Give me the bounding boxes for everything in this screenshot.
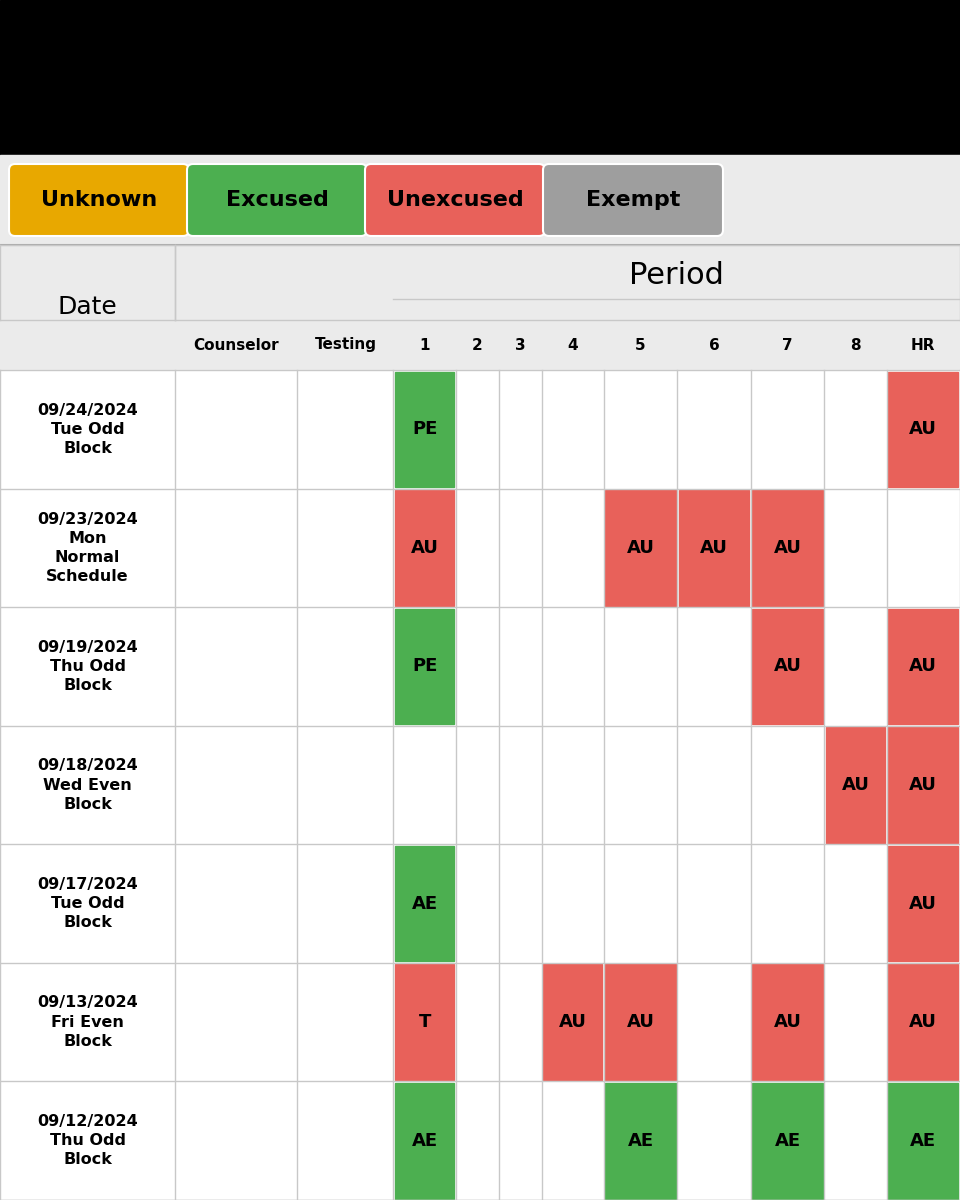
Bar bbox=[888, 372, 958, 487]
Text: 09/17/2024
Tue Odd
Block: 09/17/2024 Tue Odd Block bbox=[37, 877, 138, 930]
Text: AU: AU bbox=[559, 1013, 587, 1031]
Bar bbox=[753, 608, 823, 725]
Bar bbox=[888, 846, 958, 961]
Text: 09/23/2024
Mon
Normal
Schedule: 09/23/2024 Mon Normal Schedule bbox=[37, 511, 138, 584]
Bar bbox=[753, 490, 823, 606]
Text: T: T bbox=[419, 1013, 431, 1031]
Text: PE: PE bbox=[412, 420, 438, 438]
Bar bbox=[753, 1082, 823, 1199]
Bar bbox=[679, 490, 750, 606]
Text: Unexcused: Unexcused bbox=[387, 190, 523, 210]
Bar bbox=[0, 488, 960, 607]
Bar bbox=[888, 965, 958, 1080]
Bar bbox=[888, 608, 958, 725]
Bar bbox=[0, 245, 960, 320]
Text: AU: AU bbox=[909, 420, 937, 438]
Text: 09/19/2024
Thu Odd
Block: 09/19/2024 Thu Odd Block bbox=[37, 640, 138, 694]
Text: AE: AE bbox=[412, 1132, 438, 1150]
Text: 4: 4 bbox=[567, 337, 578, 353]
Bar bbox=[888, 727, 958, 842]
Text: 09/24/2024
Tue Odd
Block: 09/24/2024 Tue Odd Block bbox=[37, 402, 138, 456]
Bar bbox=[543, 965, 602, 1080]
Text: AE: AE bbox=[412, 894, 438, 912]
Bar bbox=[395, 1082, 454, 1199]
Text: Unknown: Unknown bbox=[41, 190, 157, 210]
Text: 6: 6 bbox=[708, 337, 719, 353]
Text: AU: AU bbox=[700, 539, 728, 557]
Bar bbox=[395, 608, 454, 725]
Bar bbox=[606, 1082, 676, 1199]
Text: AU: AU bbox=[774, 1013, 802, 1031]
Text: 3: 3 bbox=[515, 337, 525, 353]
Text: AU: AU bbox=[909, 658, 937, 676]
Bar bbox=[0, 1081, 960, 1200]
Bar bbox=[0, 0, 960, 155]
Bar bbox=[606, 490, 676, 606]
Text: AU: AU bbox=[774, 658, 802, 676]
Text: Period: Period bbox=[630, 260, 724, 289]
Text: AU: AU bbox=[909, 776, 937, 794]
Bar bbox=[753, 965, 823, 1080]
Bar bbox=[888, 1082, 958, 1199]
Bar bbox=[0, 370, 960, 488]
Text: HR: HR bbox=[911, 337, 935, 353]
Bar bbox=[395, 965, 454, 1080]
Text: AU: AU bbox=[411, 539, 439, 557]
Text: 1: 1 bbox=[420, 337, 430, 353]
FancyBboxPatch shape bbox=[365, 164, 545, 236]
Text: AU: AU bbox=[909, 894, 937, 912]
Bar bbox=[0, 245, 960, 1200]
Text: 09/18/2024
Wed Even
Block: 09/18/2024 Wed Even Block bbox=[37, 758, 138, 811]
Text: AE: AE bbox=[628, 1132, 654, 1150]
Bar bbox=[0, 962, 960, 1081]
Text: AE: AE bbox=[775, 1132, 801, 1150]
Text: Exempt: Exempt bbox=[586, 190, 681, 210]
Text: AE: AE bbox=[910, 1132, 936, 1150]
Text: 5: 5 bbox=[636, 337, 646, 353]
Text: PE: PE bbox=[412, 658, 438, 676]
FancyBboxPatch shape bbox=[543, 164, 723, 236]
Bar bbox=[395, 490, 454, 606]
Bar bbox=[606, 965, 676, 1080]
Text: AU: AU bbox=[774, 539, 802, 557]
Bar bbox=[826, 727, 885, 842]
Bar bbox=[0, 845, 960, 962]
Text: 2: 2 bbox=[471, 337, 483, 353]
Text: AU: AU bbox=[627, 539, 655, 557]
Text: Date: Date bbox=[58, 295, 117, 319]
Bar bbox=[0, 726, 960, 845]
Text: 7: 7 bbox=[782, 337, 793, 353]
Bar bbox=[0, 155, 960, 245]
FancyBboxPatch shape bbox=[9, 164, 189, 236]
FancyBboxPatch shape bbox=[187, 164, 367, 236]
Text: AU: AU bbox=[909, 1013, 937, 1031]
Text: 8: 8 bbox=[851, 337, 861, 353]
Text: AU: AU bbox=[842, 776, 870, 794]
Bar bbox=[395, 372, 454, 487]
Text: 09/12/2024
Thu Odd
Block: 09/12/2024 Thu Odd Block bbox=[37, 1114, 138, 1168]
Text: 09/13/2024
Fri Even
Block: 09/13/2024 Fri Even Block bbox=[37, 996, 138, 1049]
Text: Excused: Excused bbox=[226, 190, 328, 210]
Text: Testing: Testing bbox=[315, 337, 376, 353]
Bar bbox=[395, 846, 454, 961]
Bar bbox=[0, 320, 960, 370]
Text: Counselor: Counselor bbox=[194, 337, 279, 353]
Bar bbox=[0, 607, 960, 726]
Text: AU: AU bbox=[627, 1013, 655, 1031]
